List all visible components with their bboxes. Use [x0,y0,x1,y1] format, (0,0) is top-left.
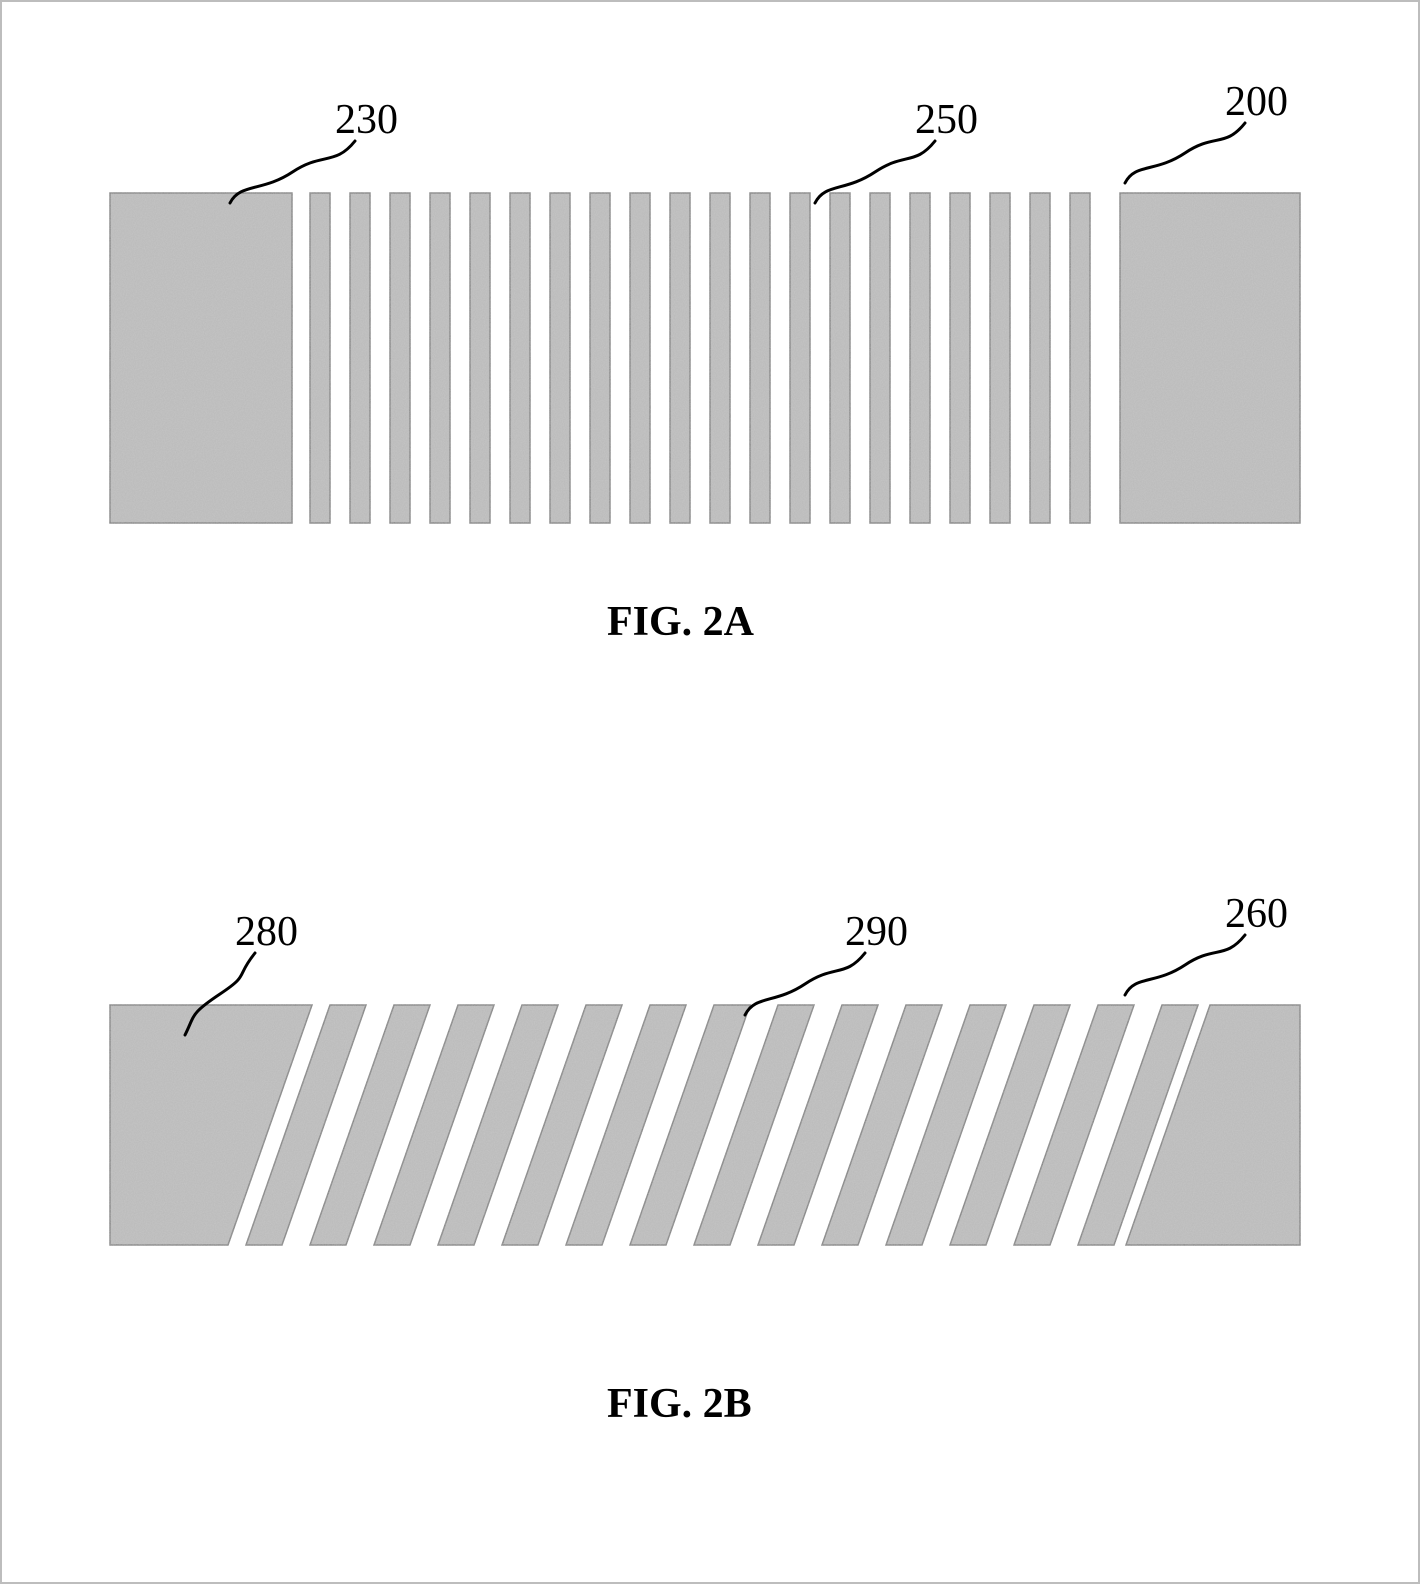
figure-2a-caption: FIG. 2A [607,598,754,646]
ref-label-290: 290 [845,909,908,955]
fig2a-stripe [350,193,370,523]
fig2a-end-block-left [110,193,292,523]
fig2a-stripe [750,193,770,523]
fig2a-stripe [310,193,330,523]
fig2a-stripe [1030,193,1050,523]
ref-label-250: 250 [915,97,978,143]
fig2a-stripe [630,193,650,523]
figure-2a: 230250200 [110,193,1300,523]
ref-label-230: 230 [335,97,398,143]
fig2a-stripe [830,193,850,523]
fig2a-stripe [550,193,570,523]
fig2a-stripe [670,193,690,523]
fig2a-stripe [390,193,410,523]
fig2a-end-block-right [1120,193,1300,523]
fig2a-stripe [1070,193,1090,523]
figure-2b: 280290260 [110,1005,1300,1245]
fig2a-stripe [990,193,1010,523]
ref-label-260: 260 [1225,891,1288,937]
fig2a-stripe [590,193,610,523]
fig2a-stripe [510,193,530,523]
ref-label-280: 280 [235,909,298,955]
fig2a-stripe [910,193,930,523]
fig2a-stripe [470,193,490,523]
ref-label-200: 200 [1225,79,1288,125]
page-frame: 230250200 FIG. 2A 280290260 FIG. 2B [0,0,1420,1584]
fig2a-stripe [430,193,450,523]
fig2a-stripe [710,193,730,523]
fig2a-stripe [950,193,970,523]
figure-2b-caption: FIG. 2B [607,1380,752,1428]
fig2a-stripe [790,193,810,523]
fig2a-stripe [870,193,890,523]
